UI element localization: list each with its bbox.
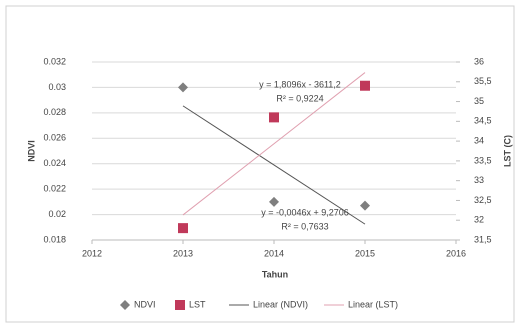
y2-tick-label: 35,5 [474, 76, 492, 86]
trendline [182, 105, 366, 225]
y2-tick-label: 36 [474, 56, 484, 66]
point [360, 80, 370, 91]
x-tick-label: 2014 [264, 248, 284, 258]
point [178, 223, 188, 234]
x-tick-label: 2013 [173, 248, 193, 258]
trend-r2: R² = 0,9224 [276, 93, 323, 103]
y-tick-label: 0.03 [48, 82, 66, 92]
legend-label: Linear (NDVI) [253, 299, 308, 309]
legend-marker [120, 300, 130, 310]
trendline [182, 72, 366, 216]
legend-label: NDVI [134, 299, 156, 309]
y-tick-label: 0.024 [43, 158, 66, 168]
y2-tick-label: 31,5 [474, 234, 492, 244]
trend-equation: y = 1,8096x - 3611,2 [259, 79, 341, 89]
y2-tick-label: 35 [474, 96, 484, 106]
x-tick-label: 2012 [82, 248, 102, 258]
y-tick-label: 0.018 [43, 234, 66, 244]
point [360, 200, 370, 211]
y2-tick-label: 33 [474, 175, 484, 185]
x-tick-label: 2015 [355, 248, 375, 258]
x-axis-title: Tahun [262, 269, 288, 279]
y2-tick-label: 33,5 [474, 155, 492, 165]
y2-tick-label: 32 [474, 215, 484, 225]
y2-tick-label: 32,5 [474, 195, 492, 205]
y-tick-label: 0.026 [43, 133, 66, 143]
legend-label: Linear (LST) [348, 299, 398, 309]
y2-tick-label: 34,5 [474, 116, 492, 126]
x-tick-label: 2016 [446, 248, 466, 258]
trend-equation: y = -0,0046x + 9,2706 [261, 207, 349, 217]
y-tick-label: 0.032 [43, 56, 66, 66]
legend-label: LST [189, 299, 206, 309]
y-tick-label: 0.022 [43, 184, 66, 194]
point [269, 112, 279, 123]
y-tick-label: 0.02 [48, 209, 66, 219]
point [269, 196, 279, 207]
y-axis-title: NDVI [26, 140, 36, 162]
y2-tick-label: 34 [474, 135, 484, 145]
trend-r2: R² = 0,7633 [281, 221, 328, 231]
legend-marker [175, 300, 185, 310]
y-tick-label: 0.028 [43, 107, 66, 117]
y2-axis-title: LST (C) [502, 135, 512, 167]
point [178, 82, 188, 93]
